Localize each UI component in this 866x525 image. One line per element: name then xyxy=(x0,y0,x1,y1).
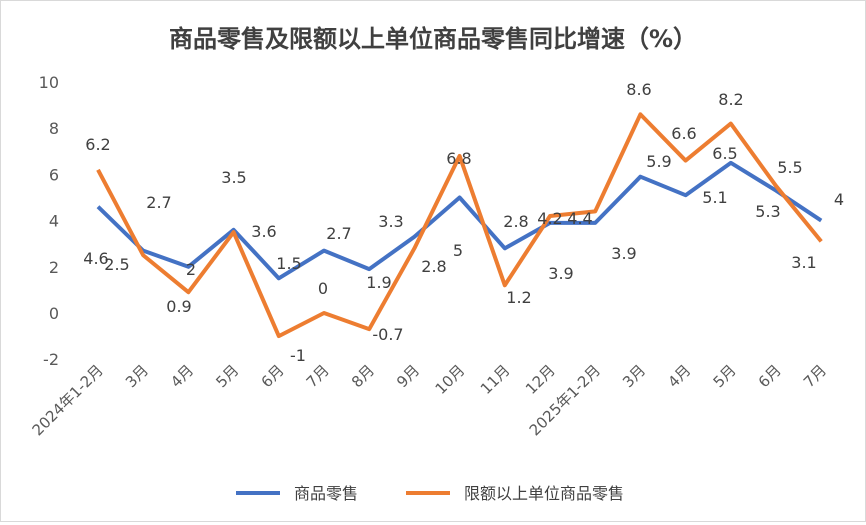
data-label: 1.5 xyxy=(276,254,301,273)
legend-label: 商品零售 xyxy=(294,484,358,503)
x-tick-label: 5月 xyxy=(212,361,242,391)
data-label: 6.2 xyxy=(85,135,110,154)
data-label: 5.1 xyxy=(702,188,727,207)
data-label: 2.7 xyxy=(146,193,171,212)
data-label: 5 xyxy=(453,241,463,260)
data-label: 6.5 xyxy=(712,144,737,163)
data-label: 3.9 xyxy=(548,264,573,283)
data-label: 2 xyxy=(186,260,196,279)
x-tick-label: 4月 xyxy=(167,361,197,391)
x-tick-label: 6月 xyxy=(258,361,288,391)
data-label: 3.5 xyxy=(221,168,246,187)
y-tick-label: 8 xyxy=(49,119,59,138)
data-label: 4 xyxy=(834,190,844,209)
data-label: 1.9 xyxy=(366,273,391,292)
legend-item: 限额以上单位商品零售 xyxy=(406,484,624,503)
data-label: 3.6 xyxy=(251,222,276,241)
x-tick-label: 11月 xyxy=(477,361,514,398)
x-tick-label: 7月 xyxy=(800,361,830,391)
data-label: 2.8 xyxy=(421,257,446,276)
data-label: 3.3 xyxy=(378,212,403,231)
data-label: 2.7 xyxy=(326,224,351,243)
data-label: -0.7 xyxy=(372,325,403,344)
x-tick-label: 6月 xyxy=(755,361,785,391)
data-label: 5.5 xyxy=(777,158,802,177)
data-label: 8.2 xyxy=(718,90,743,109)
data-label: 8.6 xyxy=(626,80,651,99)
data-label: 4.4 xyxy=(567,209,592,228)
legend-item: 商品零售 xyxy=(236,484,358,503)
series-line-0 xyxy=(98,163,821,279)
y-tick-label: 2 xyxy=(49,258,59,277)
data-label: 3.1 xyxy=(791,253,816,272)
x-tick-label: 10月 xyxy=(432,361,469,398)
data-label: 2.8 xyxy=(503,212,528,231)
data-label: 6.8 xyxy=(446,149,471,168)
data-label: 4.2 xyxy=(537,209,562,228)
x-tick-label: 12月 xyxy=(522,361,559,398)
data-label: 5.3 xyxy=(755,202,780,221)
x-tick-label: 5月 xyxy=(710,361,740,391)
y-tick-label: 6 xyxy=(49,165,59,184)
chart-title: 商品零售及限额以上单位商品零售同比增速（%） xyxy=(169,25,697,53)
data-label: 5.9 xyxy=(646,152,671,171)
x-tick-label: 9月 xyxy=(393,361,423,391)
data-label: 0.9 xyxy=(166,297,191,316)
y-tick-label: -2 xyxy=(43,350,59,369)
x-tick-label: 8月 xyxy=(348,361,378,391)
legend-label: 限额以上单位商品零售 xyxy=(464,484,624,503)
x-tick-label: 2024年1-2月 xyxy=(29,361,107,439)
y-tick-label: 10 xyxy=(39,73,59,92)
x-tick-label: 3月 xyxy=(619,361,649,391)
x-tick-label: 7月 xyxy=(303,361,333,391)
data-label: 3.9 xyxy=(611,244,636,263)
data-label: 0 xyxy=(318,279,328,298)
x-tick-label: 4月 xyxy=(664,361,694,391)
y-tick-label: 4 xyxy=(49,212,59,231)
data-label: 2.5 xyxy=(104,255,129,274)
data-label: 1.2 xyxy=(506,288,531,307)
x-tick-label: 3月 xyxy=(122,361,152,391)
data-label: 6.6 xyxy=(671,124,696,143)
y-tick-label: 0 xyxy=(49,304,59,323)
data-label: -1 xyxy=(290,346,306,365)
